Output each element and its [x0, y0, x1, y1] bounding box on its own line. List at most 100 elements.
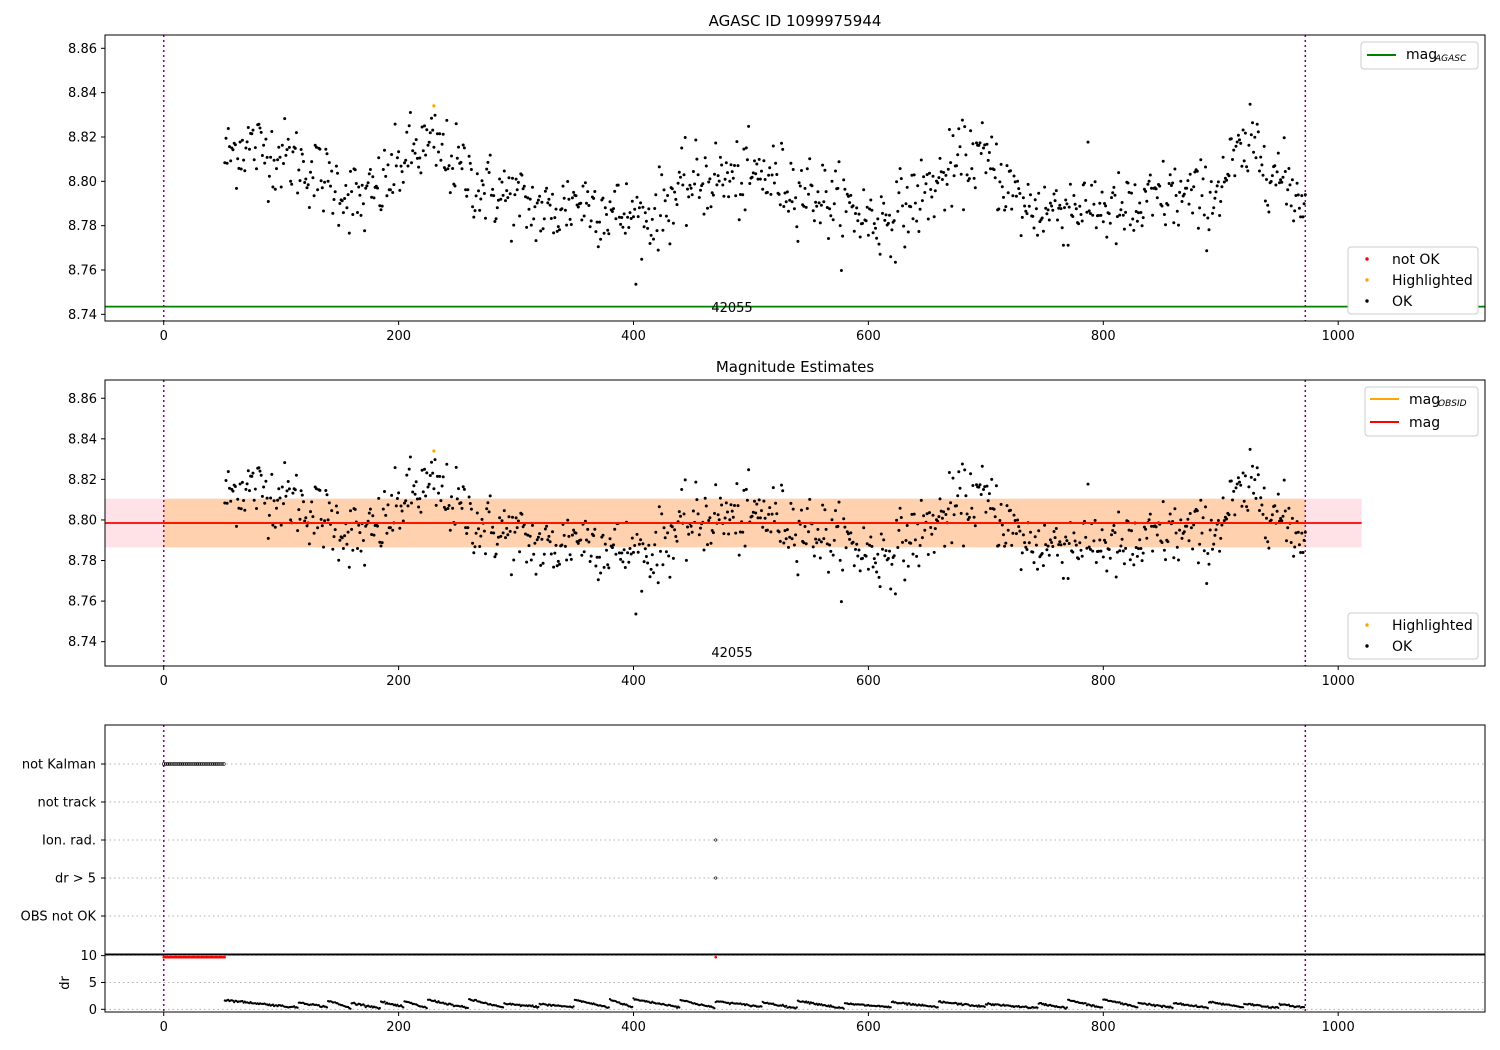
data-point: [1218, 214, 1222, 217]
data-point: [998, 519, 1002, 522]
data-point: [465, 194, 469, 198]
data-point: [842, 517, 846, 521]
data-point: [634, 612, 638, 616]
data-point: [770, 173, 774, 177]
data-point: [931, 174, 935, 178]
data-point: [710, 191, 714, 195]
dr-point: [363, 1004, 366, 1007]
flag-point: [197, 762, 202, 766]
data-point: [857, 548, 861, 552]
data-point: [1239, 483, 1243, 487]
data-point: [445, 118, 449, 122]
x-tick-label: 200: [386, 329, 411, 344]
data-point: [902, 559, 906, 563]
data-point: [985, 484, 989, 488]
data-point: [278, 496, 282, 500]
flag-label: not track: [37, 796, 96, 811]
y-tick-label: 8.78: [68, 554, 97, 569]
data-point: [291, 491, 295, 495]
data-point: [999, 162, 1003, 166]
data-point: [1080, 219, 1084, 223]
data-point: [595, 220, 599, 224]
data-point: [989, 167, 992, 171]
data-point: [938, 156, 942, 160]
data-point: [828, 207, 832, 211]
data-point: [417, 505, 421, 509]
data-point: [239, 167, 243, 171]
data-point: [459, 501, 463, 505]
data-point: [977, 485, 981, 489]
data-point: [1222, 519, 1226, 523]
data-point: [957, 127, 961, 131]
data-point: [330, 169, 334, 173]
data-point: [399, 504, 403, 508]
data-point: [777, 530, 781, 534]
data-point: [738, 530, 742, 534]
data-point: [1092, 539, 1096, 543]
data-point: [723, 516, 727, 520]
data-point: [1054, 527, 1058, 530]
data-point: [598, 555, 601, 559]
data-point: [932, 215, 936, 219]
data-point: [455, 497, 459, 501]
data-point: [439, 499, 443, 503]
data-point: [897, 191, 901, 195]
data-point: [500, 519, 504, 523]
data-point: [942, 171, 946, 174]
data-point: [1219, 536, 1223, 540]
data-point: [433, 458, 437, 462]
data-point: [929, 526, 933, 529]
data-point: [1238, 138, 1241, 142]
flag-point: [171, 762, 175, 766]
data-point: [1065, 202, 1069, 206]
data-point: [314, 145, 318, 149]
data-point: [1281, 175, 1285, 179]
data-point: [589, 554, 593, 558]
data-point: [253, 146, 257, 150]
flag-point: [199, 762, 204, 766]
flag-point: [167, 762, 172, 766]
data-point: [1286, 188, 1290, 192]
dr-point: [1118, 1001, 1121, 1004]
data-point: [533, 541, 537, 545]
data-point: [1067, 205, 1071, 209]
data-point: [1141, 216, 1145, 220]
dr-point: [537, 1005, 540, 1009]
data-point: [755, 502, 759, 506]
data-point: [535, 538, 539, 542]
flag-point: [169, 762, 173, 766]
data-point: [579, 201, 583, 205]
data-point: [481, 183, 485, 187]
data-point: [1220, 185, 1224, 189]
data-point: [485, 507, 489, 511]
dr-point: [1206, 1006, 1209, 1010]
data-point: [895, 518, 899, 522]
data-point: [849, 531, 853, 535]
data-point: [922, 514, 926, 518]
data-point: [574, 194, 578, 198]
data-point: [319, 179, 323, 183]
flag-point: [162, 762, 166, 766]
data-point: [1174, 194, 1178, 197]
data-point: [634, 282, 638, 286]
data-point: [972, 176, 976, 180]
data-point: [599, 571, 603, 575]
data-point: [925, 512, 929, 516]
data-point: [1139, 547, 1143, 550]
data-point: [952, 513, 956, 517]
y-tick-label: 8.80: [68, 175, 97, 190]
legend-label: Highlighted: [1392, 273, 1473, 289]
data-point: [1003, 544, 1007, 548]
data-point: [946, 167, 950, 171]
data-point: [677, 170, 681, 174]
data-point: [428, 474, 432, 477]
data-point: [473, 545, 477, 549]
data-point: [1283, 170, 1287, 173]
data-point: [1101, 555, 1105, 559]
data-point: [1179, 518, 1183, 522]
data-point: [244, 487, 248, 491]
data-point: [1017, 187, 1021, 191]
data-point: [649, 233, 653, 237]
data-point: [1023, 204, 1027, 208]
data-point: [868, 543, 872, 547]
